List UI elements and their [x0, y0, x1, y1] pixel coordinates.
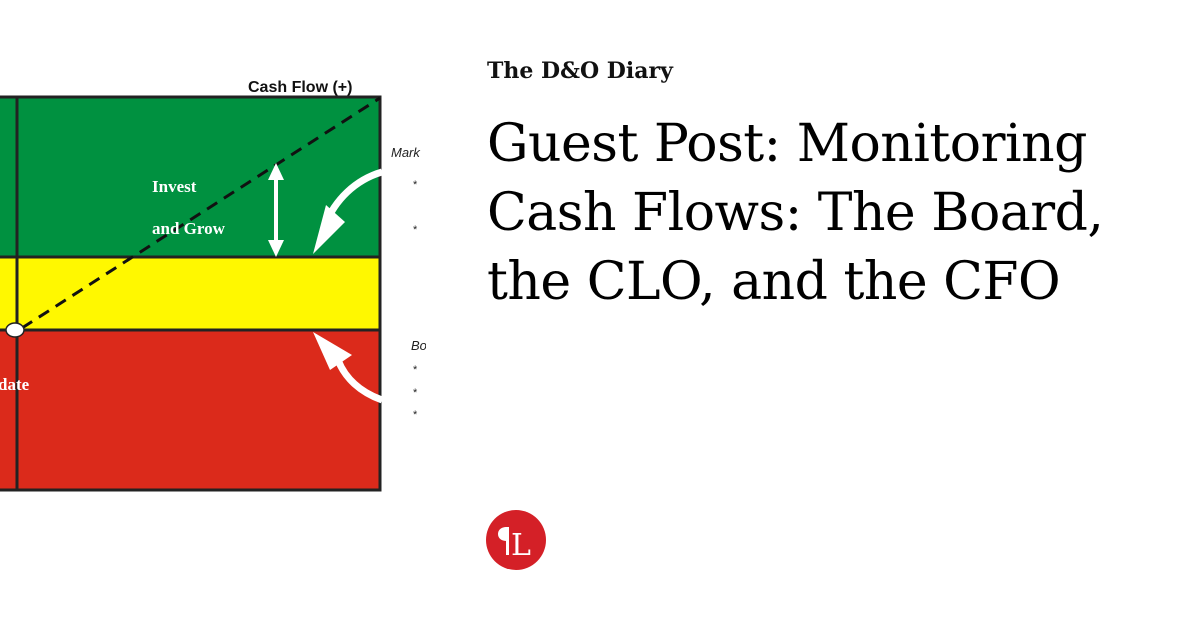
bullet: * [413, 409, 418, 421]
green-zone [0, 97, 380, 257]
pilcrow-l-logo-icon: L [486, 510, 546, 570]
site-name: The D&O Diary [487, 58, 673, 84]
double-arrow-icon [268, 163, 284, 257]
bullet: * [413, 224, 418, 236]
zone-label-2: and Grow [152, 219, 226, 238]
axis-label: Cash Flow (+) [248, 79, 352, 96]
curved-arrow-icon [313, 168, 384, 254]
side-label-bottom: Bo [411, 338, 427, 353]
zone-label-partial: date [0, 375, 30, 394]
dashed-trend-line [21, 96, 381, 330]
curved-arrow-icon [313, 332, 384, 404]
cash-flow-diagram: Cash Flow (+) Invest and Grow date Mark … [0, 0, 440, 520]
post-title: Guest Post: Monitoring Cash Flows: The B… [487, 114, 1104, 312]
zone-label-1: Invest [152, 177, 197, 196]
bullet: * [413, 387, 418, 399]
red-zone [0, 330, 380, 490]
bullet: * [413, 364, 418, 376]
logo-letter: L [511, 528, 531, 563]
yellow-zone [0, 257, 380, 330]
origin-point [5, 322, 25, 338]
side-label-top: Mark [391, 145, 421, 160]
bullet: * [413, 179, 418, 191]
